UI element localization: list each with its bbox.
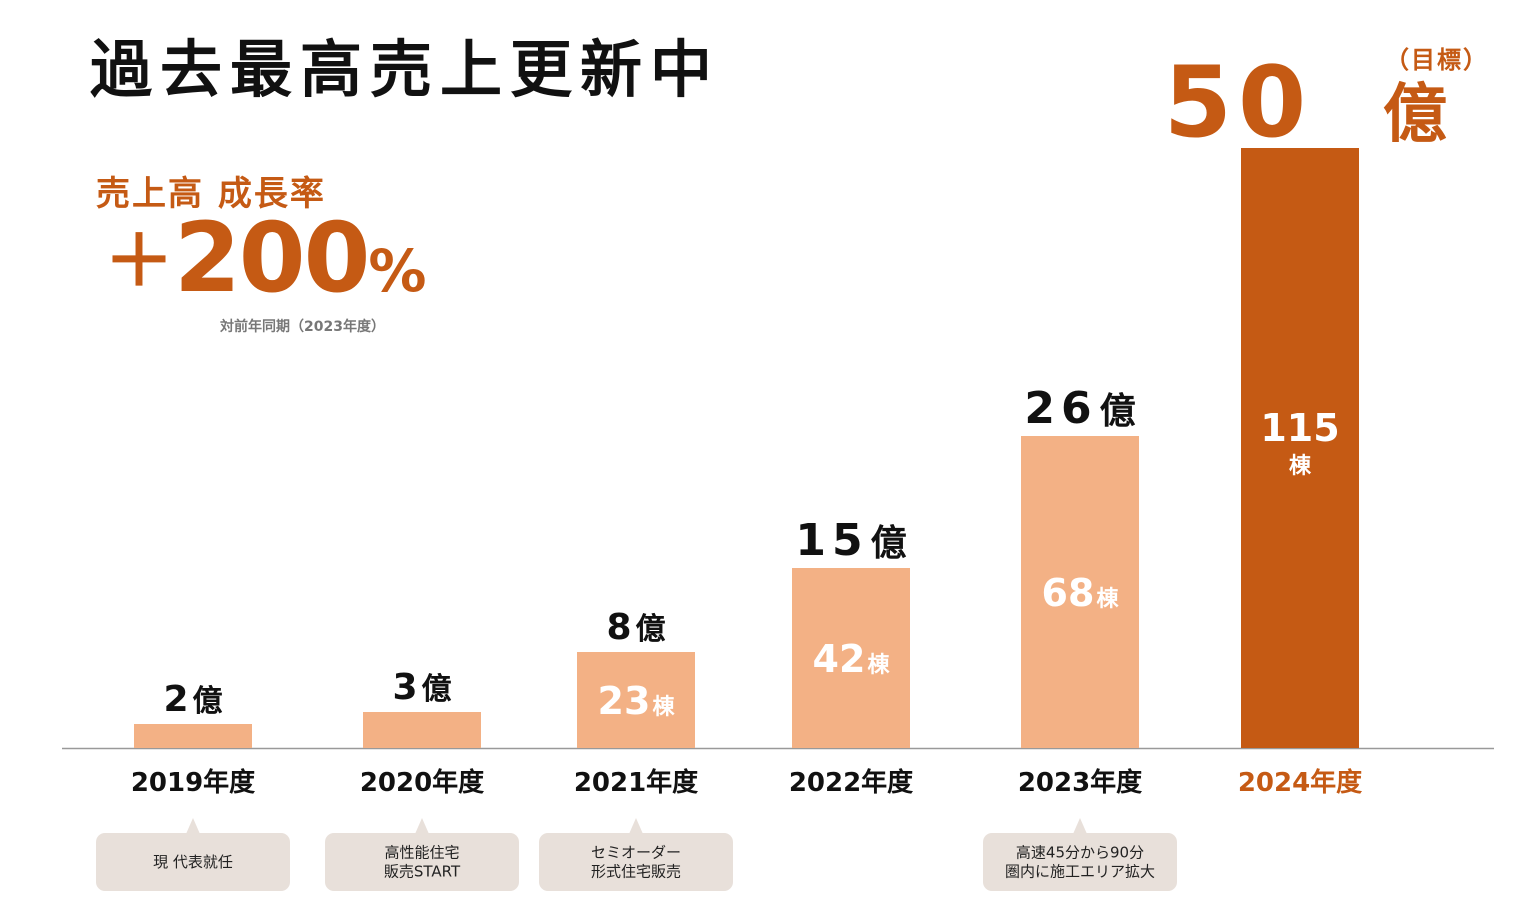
bar-2020年度 [363, 712, 481, 748]
callout-text: 圏内に施工エリア拡大 [1005, 863, 1155, 881]
callout-text: 形式住宅販売 [591, 863, 681, 881]
value-unit: 億 [422, 672, 452, 707]
value-number: 50 [1164, 46, 1312, 160]
category-label-2021年度: 2021年度 [574, 767, 698, 798]
callout-box-2023年度 [983, 833, 1177, 891]
value-number: 15 [795, 515, 868, 566]
units-unit: 棟 [1096, 586, 1119, 612]
units-number: 23 [598, 679, 651, 723]
bar-2021年度 [577, 652, 695, 748]
units-label-2021年度: 23棟 [598, 679, 676, 723]
callout-pointer [1073, 818, 1087, 834]
units-unit-2024年度: 棟 [1289, 453, 1312, 479]
growth-plus-sign: ＋ [104, 220, 174, 302]
units-unit: 棟 [867, 652, 890, 678]
growth-number: 200 [174, 202, 370, 314]
callout-text: 現 代表就任 [153, 853, 233, 871]
bar-2019年度 [134, 724, 252, 748]
bar-2022年度 [792, 568, 910, 748]
units-number-2024年度: 115 [1260, 406, 1339, 450]
units-unit: 棟 [652, 694, 675, 720]
bar-2024年度 [1241, 148, 1359, 748]
callout-pointer [415, 818, 429, 834]
value-label-2024年度: 50 [1164, 46, 1312, 160]
callout-text: 高速45分から90分 [1016, 844, 1144, 862]
target-label: （目標） [1385, 46, 1489, 74]
units-number: 68 [1042, 571, 1095, 615]
callout-box-2020年度 [325, 833, 519, 891]
callout-pointer [629, 818, 643, 834]
callout-pointer [186, 818, 200, 834]
value-unit: 億 [871, 523, 907, 564]
growth-rate-value: ＋200% [104, 210, 427, 306]
value-label-2022年度: 15億 [795, 515, 906, 566]
bar-2023年度 [1021, 436, 1139, 748]
callout-text: 高性能住宅 [384, 844, 459, 862]
growth-rate-note: 対前年同期（2023年度） [220, 319, 385, 335]
units-number: 42 [813, 637, 866, 681]
category-label-2022年度: 2022年度 [789, 767, 913, 798]
units-label-2023年度: 68棟 [1042, 571, 1120, 615]
value-label-2023年度: 26億 [1024, 383, 1135, 434]
value-number: 2 [163, 679, 188, 720]
value-unit: 億 [193, 684, 223, 719]
callout-box-2019年度 [96, 833, 290, 891]
callout-text: セミオーダー [591, 844, 681, 862]
category-label-2020年度: 2020年度 [360, 767, 484, 798]
value-number: 8 [606, 607, 631, 648]
value-number: 3 [392, 667, 417, 708]
callout-box-2021年度 [539, 833, 733, 891]
value-unit: 億 [636, 612, 666, 647]
value-unit: 億 [1100, 391, 1136, 432]
value-unit-2024年度: 億 [1383, 78, 1447, 152]
page-title: 過去最高売上更新中 [90, 33, 721, 106]
category-label-2019年度: 2019年度 [131, 767, 255, 798]
growth-rate-label: 売上高 成長率 [96, 174, 326, 214]
units-label-2022年度: 42棟 [813, 637, 891, 681]
category-label-2023年度: 2023年度 [1018, 767, 1142, 798]
value-number: 26 [1024, 383, 1097, 434]
callout-text: 販売START [384, 863, 461, 881]
category-label-2024年度: 2024年度 [1238, 767, 1362, 798]
growth-unit: % [368, 237, 427, 305]
